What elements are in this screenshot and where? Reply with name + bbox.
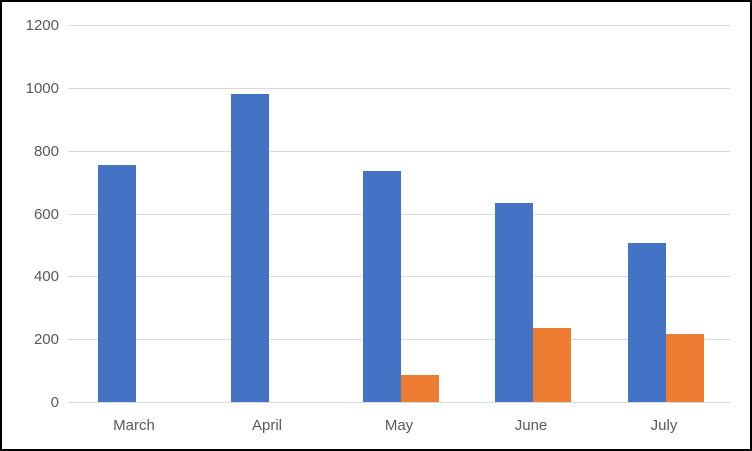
x-axis-line <box>68 402 730 403</box>
bar-series-1-may[interactable] <box>363 171 401 402</box>
y-tick-label-1000: 1000 <box>25 80 59 97</box>
x-category-label-july: July <box>650 417 678 434</box>
bar-series-1-july[interactable] <box>628 243 666 402</box>
gridline-800 <box>68 151 730 152</box>
x-category-label-june: June <box>514 417 548 434</box>
bar-series-1-april[interactable] <box>231 94 269 402</box>
bar-series-1-june[interactable] <box>495 203 533 402</box>
y-tick-label-800: 800 <box>33 143 59 160</box>
x-category-label-march: March <box>113 417 155 434</box>
y-tick-label-0: 0 <box>50 394 59 411</box>
y-tick-label-600: 600 <box>33 206 59 223</box>
y-tick-label-200: 200 <box>33 331 59 348</box>
bar-series-2-may[interactable] <box>401 375 439 402</box>
bar-series-2-july[interactable] <box>666 334 704 402</box>
y-tick-label-1200: 1200 <box>25 17 59 34</box>
gridline-1200 <box>68 25 730 26</box>
x-category-label-may: May <box>384 417 414 434</box>
gridline-1000 <box>68 88 730 89</box>
y-tick-label-400: 400 <box>33 268 59 285</box>
bar-series-1-march[interactable] <box>98 165 136 402</box>
bar-series-2-june[interactable] <box>533 328 571 402</box>
x-category-label-april: April <box>251 417 282 434</box>
